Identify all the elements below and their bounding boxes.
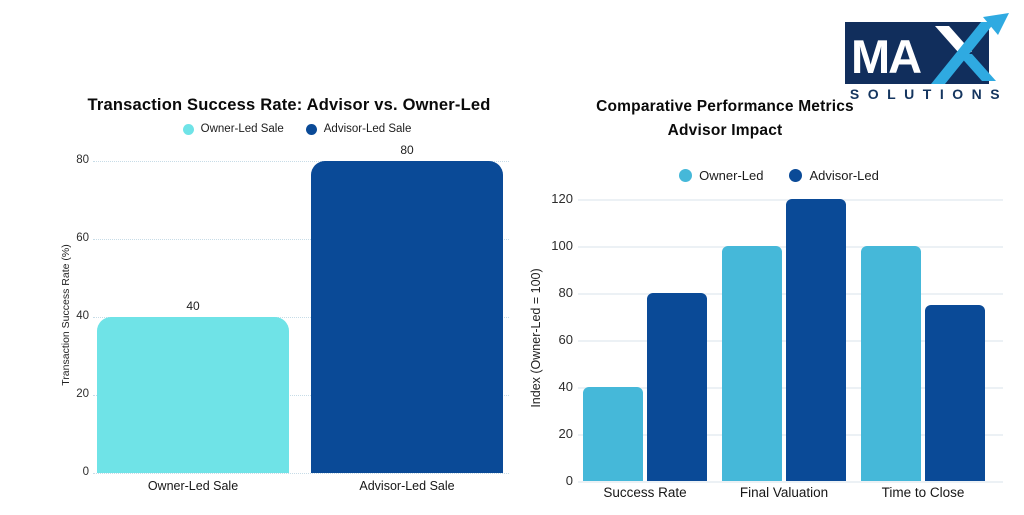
- legend-label-owner-led-sale: Owner-Led Sale: [200, 123, 284, 135]
- left-chart-legend: Owner-Led Sale Advisor-Led Sale: [57, 123, 537, 135]
- bar-owner-led-success-rate: [583, 387, 643, 481]
- bar-owner-led-final-valuation: [722, 246, 782, 481]
- y-tick-label: 60: [558, 332, 573, 347]
- legend-label-advisor-led: Advisor-Led: [809, 168, 879, 183]
- right-chart-subtitle: Advisor Impact: [667, 122, 783, 139]
- legend-item-owner-led: Owner-Led: [679, 168, 763, 183]
- bar-advisor-led-final-valuation: [786, 199, 846, 481]
- logo-ma-text: MA: [851, 30, 921, 83]
- y-tick-label: 100: [551, 238, 573, 253]
- y-tick-label: 20: [558, 426, 573, 441]
- legend-label-advisor-led-sale: Advisor-Led Sale: [323, 123, 412, 135]
- y-tick-label: 60: [76, 232, 89, 244]
- bar-data-label: 80: [400, 143, 414, 157]
- gridline: [93, 161, 509, 162]
- left-chart-title: Transaction Success Rate: Advisor vs. Ow…: [87, 96, 491, 114]
- bar-advisor-led-success-rate: [647, 293, 707, 481]
- gridline: [578, 481, 1003, 483]
- legend-swatch-advisor-led-sale: [305, 123, 317, 135]
- bar-data-label: 40: [186, 299, 200, 313]
- y-tick-label: 120: [551, 191, 573, 206]
- x-category-label: Final Valuation: [739, 485, 829, 500]
- logo-solutions-text: SOLUTIONS: [850, 86, 1008, 102]
- logo-arrow-head-icon: [983, 13, 1009, 35]
- y-tick-label: 40: [558, 379, 573, 394]
- gridline: [93, 473, 509, 474]
- legend-swatch-owner-led: [679, 169, 693, 182]
- x-category-label: Advisor-Led Sale: [359, 479, 455, 493]
- x-category-label: Time to Close: [881, 485, 965, 500]
- y-tick-label: 20: [76, 388, 89, 400]
- legend-item-owner-led-sale: Owner-Led Sale: [182, 123, 284, 135]
- legend-item-advisor-led: Advisor-Led: [789, 168, 879, 183]
- y-tick-label: 80: [558, 285, 573, 300]
- bar-owner-led-sale: [97, 317, 289, 473]
- y-tick-label: 0: [565, 473, 573, 488]
- x-category-label: Owner-Led Sale: [147, 479, 239, 493]
- legend-item-advisor-led-sale: Advisor-Led Sale: [305, 123, 412, 135]
- gridline: [93, 239, 509, 240]
- legend-swatch-advisor-led: [789, 169, 803, 182]
- logo-arrow-stroke: [931, 22, 995, 84]
- right-chart-title: Comparative Performance Metrics: [596, 98, 854, 115]
- y-tick-label: 80: [76, 154, 89, 166]
- gridline: [93, 317, 509, 318]
- bar-advisor-led-time-to-close: [925, 304, 985, 481]
- max-solutions-logo: MA SOLUTIONS: [845, 13, 1009, 102]
- bar-owner-led-time-to-close: [861, 246, 921, 481]
- legend-label-owner-led: Owner-Led: [699, 168, 764, 183]
- gridline: [93, 395, 509, 396]
- logo-x-blue-arm: [958, 54, 996, 81]
- x-category-label: Success Rate: [603, 485, 687, 500]
- legend-swatch-owner-led-sale: [182, 123, 194, 135]
- right-chart-legend: Owner-Led Advisor-Led: [539, 168, 1019, 183]
- y-tick-label: 0: [82, 466, 89, 478]
- y-tick-label: 40: [76, 310, 89, 322]
- bar-advisor-led-sale: [311, 161, 503, 473]
